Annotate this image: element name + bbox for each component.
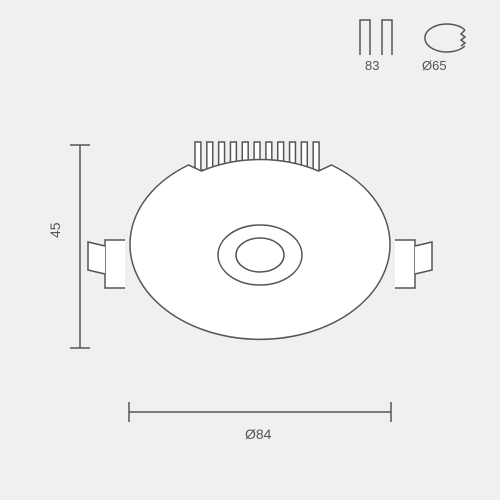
- top-icon-clearance-label: 83: [365, 58, 379, 73]
- top-icon-cutout-label: Ø65: [422, 58, 447, 73]
- dim-diameter-label: Ø84: [245, 426, 271, 442]
- dim-height-label: 45: [47, 222, 63, 238]
- drawing-svg: [0, 0, 500, 500]
- tech-drawing-canvas: 83 Ø65 45 Ø84: [0, 0, 500, 500]
